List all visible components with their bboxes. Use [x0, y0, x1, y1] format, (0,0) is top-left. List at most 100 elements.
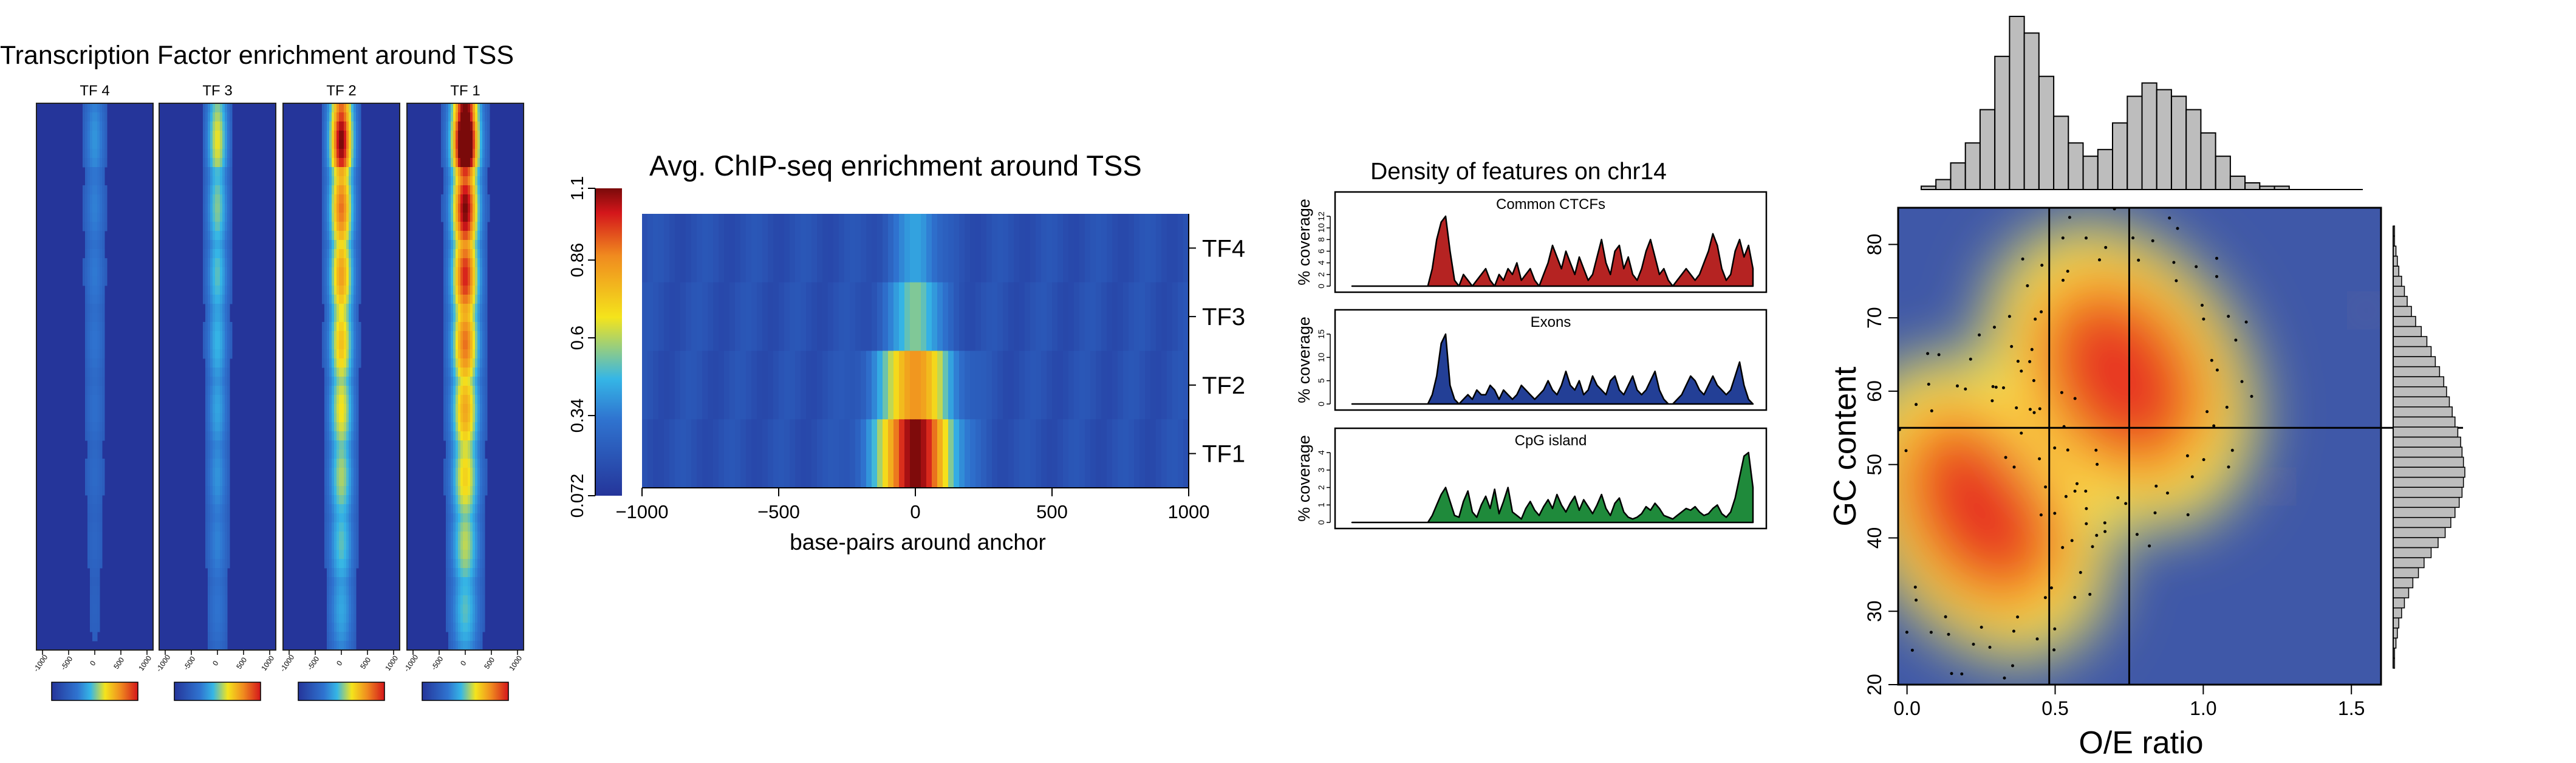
tf-heat-cell	[468, 258, 471, 268]
tf-heat-cell	[351, 286, 354, 295]
tf-heat-cell	[230, 295, 233, 304]
tf-heat-cell	[354, 513, 357, 523]
tf-heat-cell	[468, 641, 471, 651]
scatter-point	[2215, 256, 2218, 260]
tf-heat-cell	[85, 276, 88, 286]
tf-heat-cell	[220, 604, 223, 614]
avg-heat-cell	[653, 214, 659, 283]
tf-heat-cell	[443, 404, 446, 414]
tf-heat-cell	[358, 131, 361, 140]
tf-heat-cell	[473, 614, 476, 623]
tf-heat-cell	[203, 213, 206, 222]
tf-heat-cell	[205, 322, 208, 332]
tf-heat-cell	[446, 586, 449, 596]
tf-heat-cell	[217, 313, 220, 323]
tf-heat-cell	[329, 404, 332, 414]
tf-heat-cell	[215, 112, 218, 122]
tf-heat-cell	[473, 322, 476, 332]
tf-heat-cell	[341, 249, 344, 259]
tf-x-tick-label: -500	[59, 655, 74, 672]
tf-heat-cell	[227, 304, 230, 313]
top-hist-bar	[1935, 179, 1952, 191]
tf-heat-cell	[475, 559, 478, 569]
tf-heat-cell	[346, 340, 349, 350]
tf-heat-cell	[356, 222, 359, 231]
density-area	[1351, 333, 1754, 405]
tf-heat-cell	[443, 194, 446, 204]
tf-heat-cell	[83, 213, 86, 222]
tf-heat-cell	[208, 112, 211, 122]
tf-heat-cell	[453, 286, 456, 295]
tf-heat-cell	[332, 258, 335, 268]
tf-heat-cell	[329, 276, 332, 286]
tf-heat-cell	[354, 386, 357, 395]
tf-heat-cell	[473, 194, 476, 204]
tf-heat-cell	[470, 532, 473, 541]
tf-heat-cell	[92, 522, 95, 532]
tf-heat-cell	[468, 431, 471, 441]
tf-heat-cell	[324, 176, 327, 186]
tf-heat-cell	[337, 532, 340, 541]
avg-heat-cell	[1030, 351, 1036, 420]
tf-heat-cell	[339, 276, 342, 286]
tf-heat-cell	[473, 604, 476, 614]
avg-heat-cell	[708, 419, 714, 488]
tf-heat-cell	[351, 431, 354, 441]
tf-heat-cell	[104, 131, 108, 140]
avg-heat-cell	[724, 214, 730, 283]
tf-heat-cell	[456, 304, 459, 313]
tf-heat-cell	[480, 258, 483, 268]
avg-heat-cell	[992, 419, 998, 488]
tf-heat-cell	[332, 377, 335, 386]
tf-heat-cell	[208, 632, 211, 642]
scatter-point	[1944, 615, 1947, 618]
tf-heat-cell	[349, 103, 352, 113]
tf-heat-cell	[441, 140, 444, 149]
tf-heat-cell	[346, 604, 349, 614]
tf-heat-cell	[337, 185, 340, 195]
tf-heat-cell	[475, 522, 478, 532]
tf-heat-cell	[90, 286, 93, 295]
tf-heat-cell	[92, 431, 95, 441]
tf-heat-cell	[332, 641, 335, 651]
tf-heat-cell	[460, 541, 463, 550]
tf-heat-cell	[208, 440, 211, 450]
tf-heat-cell	[102, 295, 105, 304]
tf-heat-cell	[339, 522, 342, 532]
tf-heat-cell	[337, 395, 340, 405]
tf-heat-cell	[215, 340, 218, 350]
tf-heat-cell	[329, 131, 332, 140]
scatter-point	[2210, 358, 2213, 362]
scatter-point	[1980, 626, 1983, 629]
tf-heat-cell	[451, 532, 454, 541]
tf-heat-cell	[485, 422, 488, 432]
avg-heat-cell	[1118, 351, 1124, 420]
tf-heat-cell	[453, 240, 456, 250]
tf-heat-cell	[217, 404, 220, 414]
tf-heat-cell	[100, 495, 103, 505]
tf-heat-cell	[327, 641, 330, 651]
tf-heat-cell	[90, 176, 93, 186]
tf-heat-cell	[463, 632, 466, 642]
tf-heat-cell	[217, 304, 220, 313]
tf-heat-cell	[456, 295, 459, 304]
tf-heat-cell	[210, 422, 213, 432]
tf-heat-cell	[100, 431, 103, 441]
tf-heat-cell	[470, 349, 473, 359]
tf-heat-cell	[477, 568, 480, 578]
tf-heat-cell	[485, 313, 488, 323]
avg-heat-cell	[1172, 214, 1178, 283]
tf-heat-cell	[230, 204, 233, 213]
tf-heat-cell	[217, 614, 220, 623]
tf-heat-cell	[351, 204, 354, 213]
tf-heat-cell	[215, 267, 218, 277]
tf-heat-cell	[344, 304, 347, 313]
tf-heat-cell	[451, 577, 454, 587]
tf-heat-cell	[346, 641, 349, 651]
density-y-tick-label: 4	[1316, 450, 1326, 455]
tf-heat-cell	[477, 623, 480, 632]
tf-heat-cell	[92, 340, 95, 350]
avg-heat-cell	[975, 214, 982, 283]
tf-heat-cell	[356, 450, 359, 459]
tf-heat-cell	[482, 495, 485, 505]
